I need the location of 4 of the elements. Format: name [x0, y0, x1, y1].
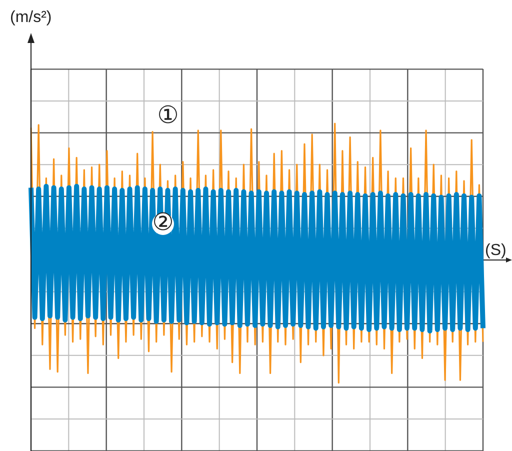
x-axis-title: (S) [485, 242, 506, 259]
series-label: ② [152, 208, 174, 236]
text: (m/s²) [10, 9, 52, 26]
series-label: ① [157, 101, 179, 130]
